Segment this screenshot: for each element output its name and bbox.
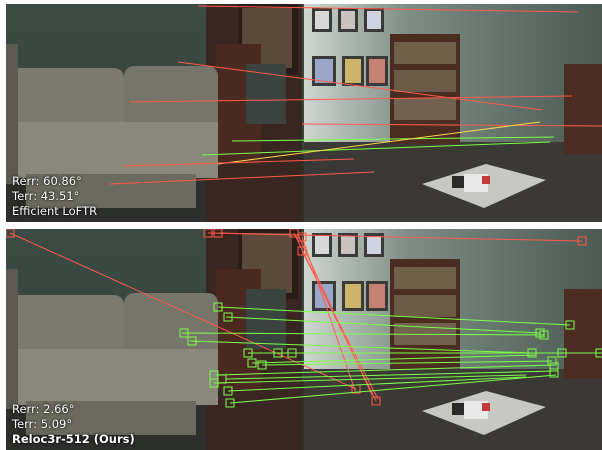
keypoint-inlier bbox=[209, 378, 219, 388]
keypoint-inlier bbox=[565, 320, 575, 330]
keypoint-outlier bbox=[297, 232, 307, 242]
match-line-inlier bbox=[231, 136, 555, 142]
keypoint-outlier bbox=[371, 396, 381, 406]
scene-image-pair bbox=[6, 4, 602, 222]
match-line-outlier bbox=[301, 123, 602, 127]
match-line-inlier bbox=[213, 374, 527, 384]
match-line-inlier bbox=[189, 340, 533, 354]
keypoint-inlier bbox=[243, 348, 253, 358]
match-line-inlier bbox=[261, 360, 553, 366]
match-line-inlier bbox=[251, 354, 537, 364]
match-line-inlier bbox=[225, 370, 555, 380]
keypoint-inlier bbox=[223, 386, 233, 396]
keypoint-inlier bbox=[547, 356, 557, 366]
match-line-inlier bbox=[201, 141, 551, 156]
match-line-inlier bbox=[215, 364, 555, 376]
match-line-outlier bbox=[9, 232, 357, 390]
translation-error-label: Terr: 43.51° bbox=[12, 189, 80, 203]
comparison-panel-reloc3r: Rerr: 2.66° Terr: 5.09° Reloc3r-512 (Our… bbox=[6, 229, 602, 450]
method-name-label: Efficient LoFTR bbox=[12, 204, 98, 218]
keypoint-inlier bbox=[225, 398, 235, 408]
keypoint-inlier bbox=[595, 348, 602, 358]
keypoint-inlier bbox=[549, 362, 559, 372]
match-line-outlier bbox=[109, 171, 375, 185]
keypoint-inlier bbox=[539, 330, 549, 340]
method-name-label: Reloc3r-512 (Ours) bbox=[12, 432, 135, 446]
match-line-outlier bbox=[217, 232, 303, 236]
match-line-outlier bbox=[123, 158, 355, 167]
match-line-inlier bbox=[229, 374, 557, 404]
left-view-image bbox=[6, 4, 304, 222]
keypoint-inlier bbox=[257, 360, 267, 370]
rotation-error-label: Rerr: 60.86° bbox=[12, 174, 82, 188]
match-line-outlier bbox=[197, 5, 579, 13]
match-line-outlier bbox=[177, 61, 543, 111]
feature-matches bbox=[109, 5, 602, 185]
keypoint-inlier bbox=[557, 348, 567, 358]
feature-matches-inliers bbox=[179, 302, 602, 408]
keypoint-inlier bbox=[273, 348, 283, 358]
comparison-panel-efficient-loftr: Rerr: 60.86° Terr: 43.51° Efficient LoFT… bbox=[6, 4, 602, 222]
keypoint-inlier bbox=[247, 358, 257, 368]
keypoint-outlier bbox=[213, 229, 223, 238]
keypoint-outlier bbox=[297, 246, 307, 256]
keypoint-inlier bbox=[223, 312, 233, 322]
rotation-error-label: Rerr: 2.66° bbox=[12, 402, 75, 416]
keypoint-outlier bbox=[577, 236, 587, 246]
match-line-inlier bbox=[181, 332, 545, 336]
match-line-inlier bbox=[217, 306, 571, 326]
match-line-inlier bbox=[227, 376, 527, 392]
keypoint-inlier bbox=[213, 302, 223, 312]
keypoint-inlier bbox=[527, 348, 537, 358]
right-view-image bbox=[304, 4, 602, 222]
right-view-image bbox=[304, 229, 602, 450]
keypoint-inlier bbox=[187, 336, 197, 346]
match-line-inlier bbox=[225, 316, 541, 334]
match-line-outlier bbox=[301, 250, 379, 400]
feature-matches-outliers bbox=[6, 229, 587, 406]
keypoint-inlier bbox=[549, 368, 559, 378]
keypoint-outlier bbox=[203, 229, 213, 238]
match-line-outlier bbox=[129, 95, 573, 103]
keypoint-inlier bbox=[179, 328, 189, 338]
match-line-outlier bbox=[217, 121, 541, 165]
metrics-caption: Rerr: 60.86° Terr: 43.51° Efficient LoFT… bbox=[12, 174, 97, 219]
scene-image-pair bbox=[6, 229, 602, 450]
keypoint-inlier bbox=[287, 348, 297, 358]
metrics-caption: Rerr: 2.66° Terr: 5.09° Reloc3r-512 (Our… bbox=[12, 402, 135, 447]
left-view-image bbox=[6, 229, 304, 450]
translation-error-label: Terr: 5.09° bbox=[12, 417, 73, 431]
keypoint-outlier bbox=[6, 229, 15, 238]
